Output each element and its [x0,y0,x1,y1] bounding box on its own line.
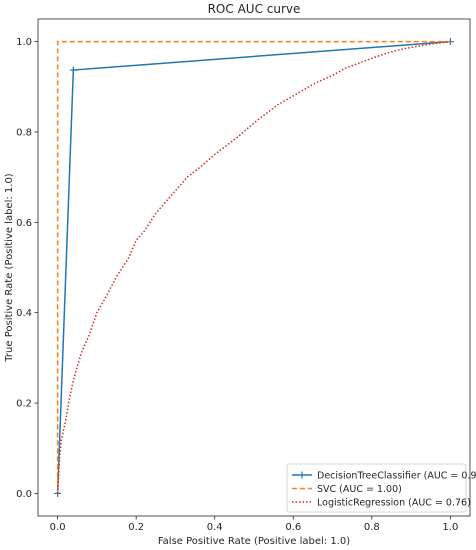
chart-title: ROC AUC curve [208,2,301,16]
series-line-0 [56,40,451,494]
y-tick-label: 0.4 [16,308,32,319]
y-tick-label: 0.8 [16,127,32,138]
series-line-1 [56,40,451,494]
x-tick-label: 0.4 [207,522,223,533]
y-tick-label: 0.2 [16,399,32,410]
x-tick-label: 1.0 [442,522,458,533]
y-tick-label: 0.0 [16,489,32,500]
series-0-point [69,66,77,74]
legend-entry: LogisticRegression (AUC = 0.76) [292,498,471,509]
x-tick-label: 0.8 [364,522,380,533]
legend-label: LogisticRegression (AUC = 0.76) [317,498,471,509]
legend-entry: SVC (AUC = 1.00) [292,484,402,495]
legend-entry: DecisionTreeClassifier (AUC = 0.95) [292,471,476,482]
x-tick-label: 0.0 [50,522,66,533]
legend-label: DecisionTreeClassifier (AUC = 0.95) [317,471,476,482]
legend-label: SVC (AUC = 1.00) [317,484,402,495]
x-tick-label: 0.6 [285,522,301,533]
x-axis-ticks: 0.0 0.2 0.4 0.6 0.8 1.0 [50,516,458,533]
y-axis-label: True Positive Rate (Positive label: 1.0) [4,173,15,363]
chart-legend: DecisionTreeClassifier (AUC = 0.95) SVC (… [286,463,476,513]
y-tick-label: 0.6 [16,218,32,229]
plot-area-frame [37,18,471,517]
x-axis-label: False Positive Rate (Positive label: 1.0… [158,536,350,547]
series-layer [54,38,454,497]
series-line-2 [56,40,451,494]
y-axis-ticks: 0.0 0.2 0.4 0.6 0.8 1.0 [16,37,38,500]
legend-box [286,463,467,513]
y-tick-label: 1.0 [16,37,32,48]
x-tick-label: 0.2 [128,522,144,533]
